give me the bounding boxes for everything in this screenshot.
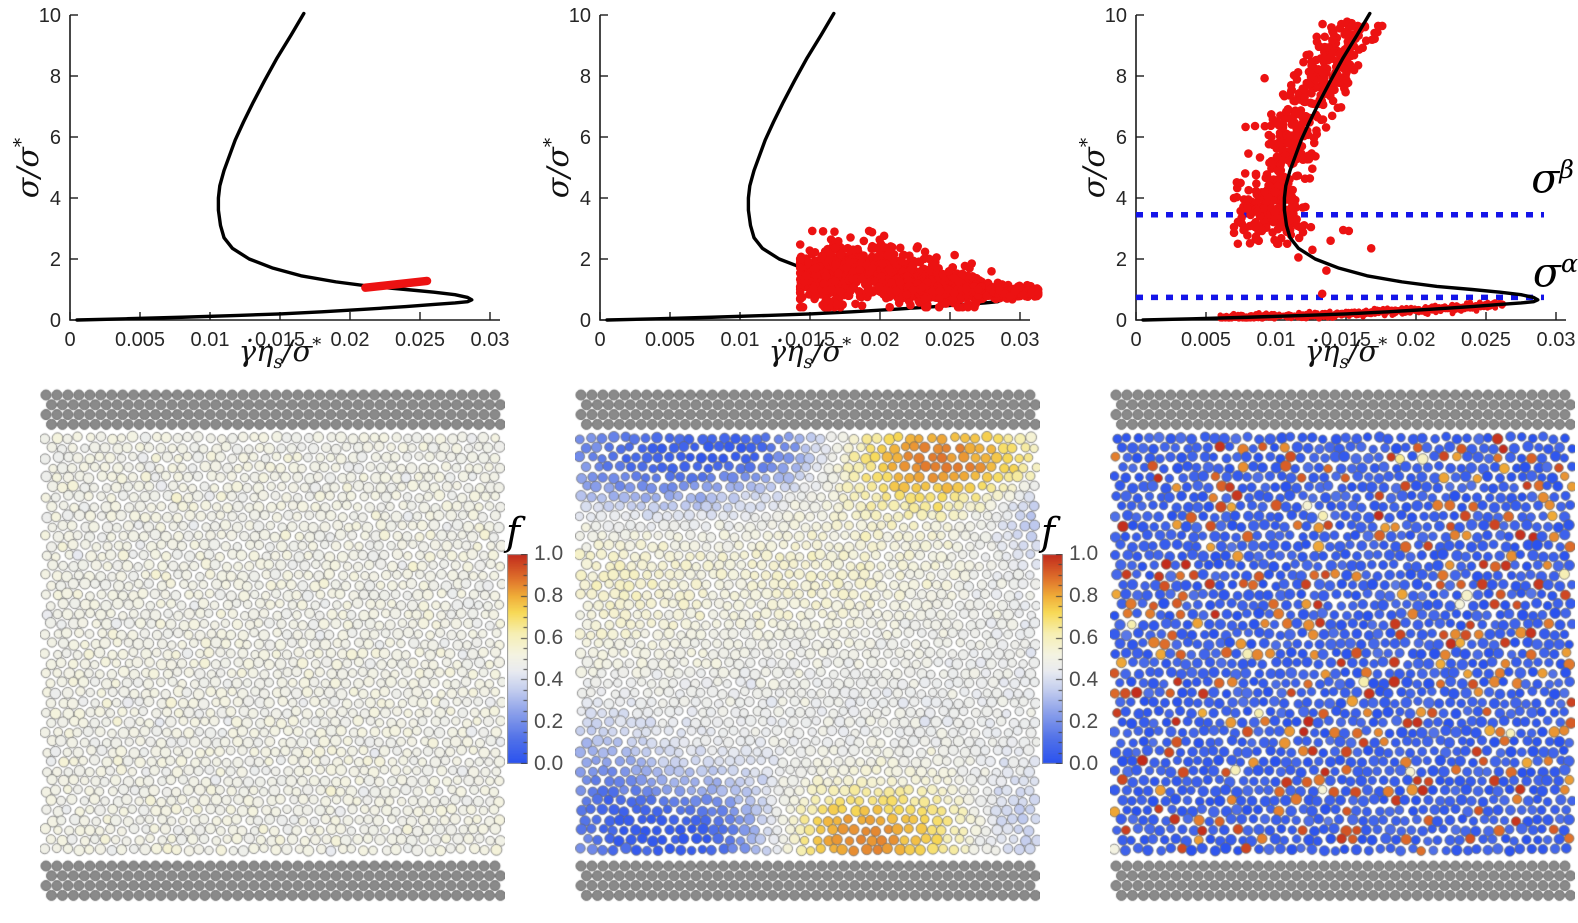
x-axis-label: γ̇ηs/σ* — [768, 334, 852, 373]
sigma-alpha-annotation: σα — [1532, 248, 1578, 297]
x-axis-tick-label: 0.015 — [785, 329, 835, 351]
y-axis-label: σ/σ* — [1077, 137, 1112, 199]
y-axis-tick-label: 4 — [50, 188, 61, 210]
y-axis-tick-label: 2 — [1116, 249, 1127, 271]
colorbar-tick-label: 0.8 — [1069, 584, 1099, 607]
y-axis-label: σ/σ* — [11, 137, 46, 199]
colorbar-tick-label: 0.2 — [1069, 710, 1099, 733]
simulation-scatter — [361, 276, 432, 292]
flow-curve-plot-right: 0 0.005 0.01 0.015 0.02 0.025 0.03 0 2 4 6 8 10 — [1105, 5, 1576, 351]
particle-panel-banded — [575, 388, 1040, 903]
x-axis-tick-label: 0.015 — [1321, 329, 1371, 351]
y-axis-tick-label: 0 — [50, 310, 61, 332]
simulation-scatter — [795, 226, 1043, 312]
x-axis-tick-label: 0.005 — [115, 329, 165, 351]
colorbar-tick-label: 0.2 — [534, 710, 564, 733]
x-axis-tick-label: 0 — [594, 329, 605, 351]
flow-curve-plot-middle: 0 0.005 0.01 0.015 0.02 0.025 0.03 0 2 4 6 8 10 — [569, 5, 1043, 351]
y-axis-tick-label: 0 — [580, 310, 591, 332]
y-axis-tick-label: 2 — [580, 249, 591, 271]
colorbar-tick-label: 0.6 — [1069, 626, 1099, 649]
colorbar-tick-label: 0.4 — [534, 668, 564, 691]
particle-panel-uniform — [40, 388, 505, 903]
x-axis-tick-label: 0.005 — [645, 329, 695, 351]
colorbar-tick-label: 1.0 — [534, 542, 564, 565]
x-axis-tick-label: 0.02 — [331, 329, 370, 351]
colorbar-tick-label: 0.0 — [534, 752, 564, 775]
y-axis-tick-label: 10 — [1105, 5, 1127, 27]
colorbar-tick-label: 0.6 — [534, 626, 564, 649]
sigma-beta-annotation: σβ — [1531, 154, 1574, 203]
x-axis-label: γ̇ηs/σ* — [1304, 334, 1388, 373]
particle-panel-bimodal — [1110, 388, 1575, 903]
x-axis-tick-label: 0 — [64, 329, 75, 351]
x-axis-tick-label: 0 — [1130, 329, 1141, 351]
y-axis-tick-label: 6 — [1116, 127, 1127, 149]
y-axis-tick-label: 10 — [569, 5, 591, 27]
colorbar-right: f 1.0 0.8 0.6 0.4 0.2 0.0 — [1038, 510, 1112, 782]
x-axis-tick-label: 0.005 — [1181, 329, 1231, 351]
x-axis-tick-label: 0.01 — [1257, 329, 1296, 351]
constitutive-curve — [75, 11, 474, 322]
y-axis-tick-label: 6 — [580, 127, 591, 149]
y-axis-tick-label: 4 — [580, 188, 591, 210]
y-axis-tick-label: 8 — [1116, 66, 1127, 88]
y-axis-tick-label: 8 — [580, 66, 591, 88]
x-axis-tick-label: 0.01 — [191, 329, 230, 351]
x-axis-label: γ̇ηs/σ* — [238, 334, 322, 373]
flow-curve-plot-left: 0 0.005 0.01 0.015 0.02 0.025 0.03 0 2 4 6 8 10 — [39, 5, 510, 351]
colorbar-left: f 1.0 0.8 0.6 0.4 0.2 0.0 — [503, 510, 577, 782]
y-axis-tick-label: 2 — [50, 249, 61, 271]
y-axis-label: σ/σ* — [541, 137, 576, 199]
y-axis-tick-label: 4 — [1116, 188, 1127, 210]
colorbar-label: f — [1041, 510, 1056, 554]
x-axis-tick-label: 0.02 — [861, 329, 900, 351]
colorbar-label: f — [506, 510, 521, 554]
x-axis-tick-label: 0.025 — [1461, 329, 1511, 351]
y-axis-tick-label: 10 — [39, 5, 61, 27]
colorbar-tick-label: 0.4 — [1069, 668, 1099, 691]
colorbar-tick-label: 0.0 — [1069, 752, 1099, 775]
x-axis-tick-label: 0.01 — [721, 329, 760, 351]
colorbar-tick-label: 1.0 — [1069, 542, 1099, 565]
x-axis-tick-label: 0.025 — [925, 329, 975, 351]
x-axis-tick-label: 0.015 — [255, 329, 305, 351]
colorbar-tick-label: 0.8 — [534, 584, 564, 607]
x-axis-tick-label: 0.03 — [1537, 329, 1576, 351]
x-axis-tick-label: 0.03 — [1001, 329, 1040, 351]
constitutive-curve — [1141, 11, 1540, 322]
colorbar-gradient — [507, 554, 528, 764]
x-axis-tick-label: 0.03 — [471, 329, 510, 351]
x-axis-tick-label: 0.02 — [1397, 329, 1436, 351]
x-axis-tick-label: 0.025 — [395, 329, 445, 351]
y-axis-tick-label: 6 — [50, 127, 61, 149]
y-axis-tick-label: 8 — [50, 66, 61, 88]
colorbar-gradient — [1042, 554, 1063, 764]
y-axis-tick-label: 0 — [1116, 310, 1127, 332]
